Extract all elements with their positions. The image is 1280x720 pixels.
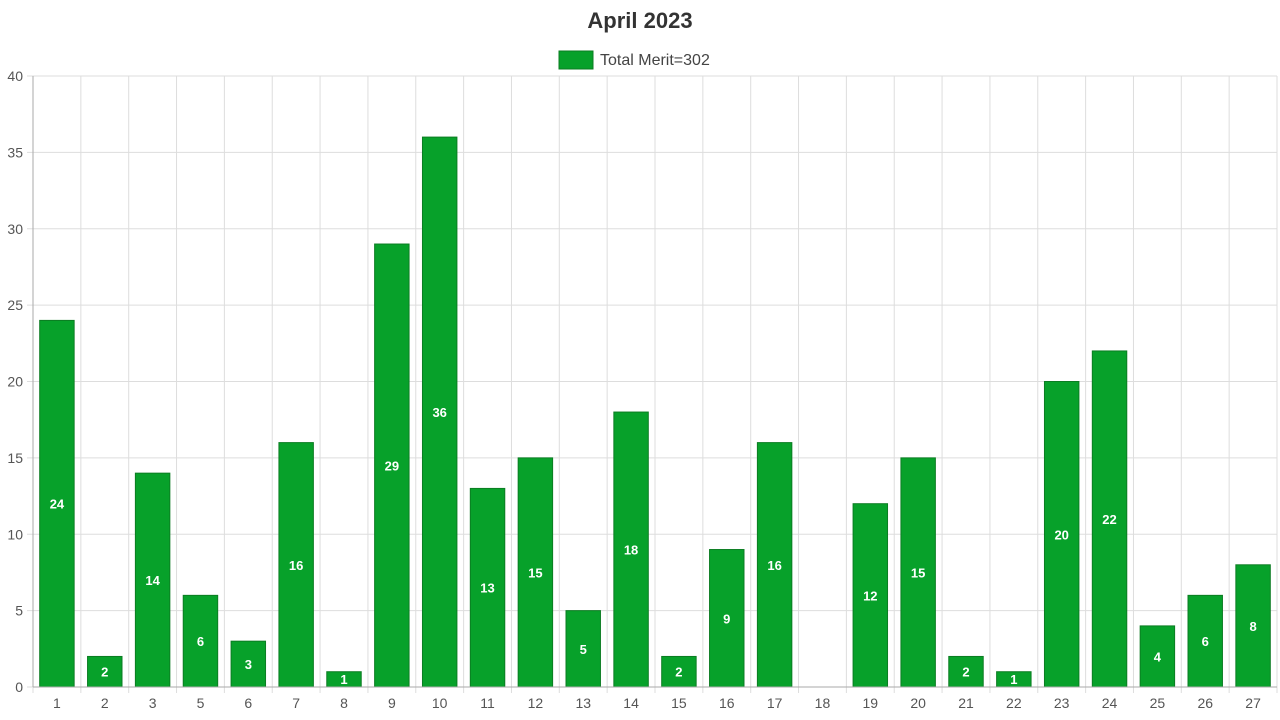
x-tick-label: 6	[244, 695, 252, 711]
data-label: 18	[624, 543, 638, 558]
bar[interactable]	[661, 655, 697, 688]
bar[interactable]	[1043, 381, 1080, 688]
data-label: 1	[340, 672, 347, 687]
data-label: 20	[1054, 527, 1068, 542]
data-label: 1	[1010, 672, 1017, 687]
y-tick-label: 5	[15, 603, 23, 619]
data-label: 14	[145, 573, 160, 588]
legend-label: Total Merit=302	[600, 52, 710, 69]
data-label: 4	[1154, 649, 1162, 664]
x-tick-label: 25	[1150, 695, 1166, 711]
x-tick-label: 5	[197, 695, 205, 711]
x-tick-label: 21	[958, 695, 974, 711]
bar[interactable]	[900, 457, 936, 688]
x-tick-label: 13	[575, 695, 591, 711]
data-label: 5	[580, 642, 587, 657]
bar[interactable]	[278, 442, 314, 688]
y-axis: 0 5 10 15 20 25 30 35 40	[7, 68, 34, 695]
bar[interactable]	[613, 411, 649, 688]
data-label: 6	[197, 634, 204, 649]
x-tick-label: 3	[149, 695, 157, 711]
y-tick-label: 35	[7, 144, 23, 160]
bar[interactable]	[565, 610, 601, 688]
bar[interactable]	[756, 442, 793, 688]
y-tick-label: 30	[7, 221, 23, 237]
data-label: 8	[1249, 619, 1256, 634]
x-tick-label: 15	[671, 695, 687, 711]
bar[interactable]	[374, 243, 410, 688]
data-label: 13	[480, 581, 494, 596]
x-tick-label: 19	[863, 695, 879, 711]
x-tick-label: 9	[388, 695, 396, 711]
data-label: 29	[385, 459, 399, 474]
x-tick-label: 18	[815, 695, 831, 711]
bar[interactable]	[134, 472, 171, 688]
x-tick-label: 27	[1245, 695, 1261, 711]
grid	[27, 75, 1278, 693]
x-tick-label: 1	[53, 695, 61, 711]
bar[interactable]	[1139, 625, 1176, 688]
chart-title: April 2023	[587, 8, 692, 33]
bar[interactable]	[182, 594, 219, 688]
bar[interactable]	[39, 319, 75, 688]
data-label: 2	[675, 665, 682, 680]
bar[interactable]	[852, 503, 889, 688]
data-label: 9	[723, 611, 730, 626]
x-tick-label: 26	[1197, 695, 1213, 711]
y-tick-label: 40	[7, 68, 23, 84]
data-label: 22	[1102, 512, 1116, 527]
x-tick-label: 2	[101, 695, 109, 711]
legend-swatch	[558, 50, 594, 70]
x-axis: 1 2 3 5 6 7 8 9 10 11 12 13 14 15 16 17 18 19 20 21 22 23 24 25…	[33, 686, 1277, 711]
x-tick-label: 24	[1102, 695, 1118, 711]
x-tick-label: 16	[719, 695, 735, 711]
x-tick-label: 20	[910, 695, 926, 711]
bars	[39, 136, 1271, 688]
bar[interactable]	[1091, 350, 1128, 688]
data-label: 3	[245, 657, 252, 672]
x-tick-label: 11	[480, 695, 495, 711]
data-label: 16	[767, 558, 781, 573]
x-tick-label: 12	[528, 695, 544, 711]
bar[interactable]	[469, 487, 506, 688]
bar[interactable]	[1235, 564, 1271, 688]
x-tick-label: 14	[623, 695, 639, 711]
data-label: 15	[528, 565, 542, 580]
data-label: 2	[962, 665, 969, 680]
bar[interactable]	[1187, 594, 1223, 688]
y-tick-label: 20	[7, 374, 23, 390]
y-tick-label: 0	[15, 679, 23, 695]
y-tick-label: 25	[7, 297, 23, 313]
data-label: 24	[50, 497, 65, 512]
data-label: 6	[1202, 634, 1209, 649]
x-tick-label: 23	[1054, 695, 1070, 711]
data-label: 2	[101, 665, 108, 680]
x-tick-label: 22	[1006, 695, 1022, 711]
bar[interactable]	[517, 457, 554, 688]
y-tick-label: 10	[7, 526, 23, 542]
data-label: 0	[819, 672, 826, 687]
bar[interactable]	[421, 136, 458, 688]
data-label: 15	[911, 565, 925, 580]
x-tick-label: 8	[340, 695, 348, 711]
data-label: 36	[432, 405, 446, 420]
x-tick-label: 17	[767, 695, 783, 711]
bar[interactable]	[709, 549, 745, 688]
y-tick-label: 15	[7, 450, 23, 466]
data-label: 16	[289, 558, 303, 573]
bar[interactable]	[948, 655, 984, 688]
x-tick-label: 10	[432, 695, 448, 711]
data-label: 12	[863, 588, 877, 603]
legend[interactable]: Total Merit=302	[558, 50, 710, 70]
x-tick-label: 7	[292, 695, 300, 711]
